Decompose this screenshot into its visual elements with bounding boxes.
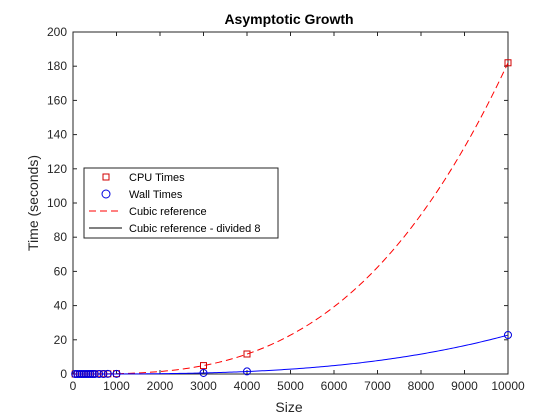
y-tick-label: 20 (54, 333, 68, 347)
y-tick-label: 180 (47, 59, 67, 73)
x-tick-label: 1000 (103, 379, 130, 393)
legend-label: Wall Times (129, 189, 183, 201)
legend: CPU Times Wall Times Cubic reference Cubic … (84, 168, 278, 238)
y-axis-label: Time (seconds) (25, 155, 41, 251)
x-tick-label: 3000 (190, 379, 217, 393)
x-tick-label: 5000 (277, 379, 304, 393)
legend-label: CPU Times (129, 172, 185, 184)
chart-title: Asymptotic Growth (224, 11, 353, 27)
y-tick-label: 200 (47, 25, 67, 39)
legend-label: Cubic reference - divided 8 (129, 223, 260, 235)
y-tick-label: 0 (60, 367, 67, 381)
x-tick-label: 2000 (147, 379, 174, 393)
x-tick-label: 10000 (491, 379, 525, 393)
x-tick-label: 9000 (451, 379, 478, 393)
x-tick-label: 7000 (364, 379, 391, 393)
y-tick-label: 160 (47, 93, 67, 107)
x-axis-label: Size (275, 399, 302, 415)
legend-label: Cubic reference (129, 206, 207, 218)
y-tick-label: 100 (47, 196, 67, 210)
y-tick-label: 140 (47, 128, 67, 142)
y-tick-label: 40 (54, 299, 68, 313)
x-tick-label: 6000 (321, 379, 348, 393)
y-tick-label: 120 (47, 162, 67, 176)
x-tick-label: 0 (70, 379, 77, 393)
x-tick-label: 8000 (408, 379, 435, 393)
x-tick-label: 4000 (234, 379, 261, 393)
y-tick-label: 60 (54, 264, 68, 278)
cubic-reference-divided-line (73, 335, 508, 374)
y-tick-label: 80 (54, 230, 68, 244)
